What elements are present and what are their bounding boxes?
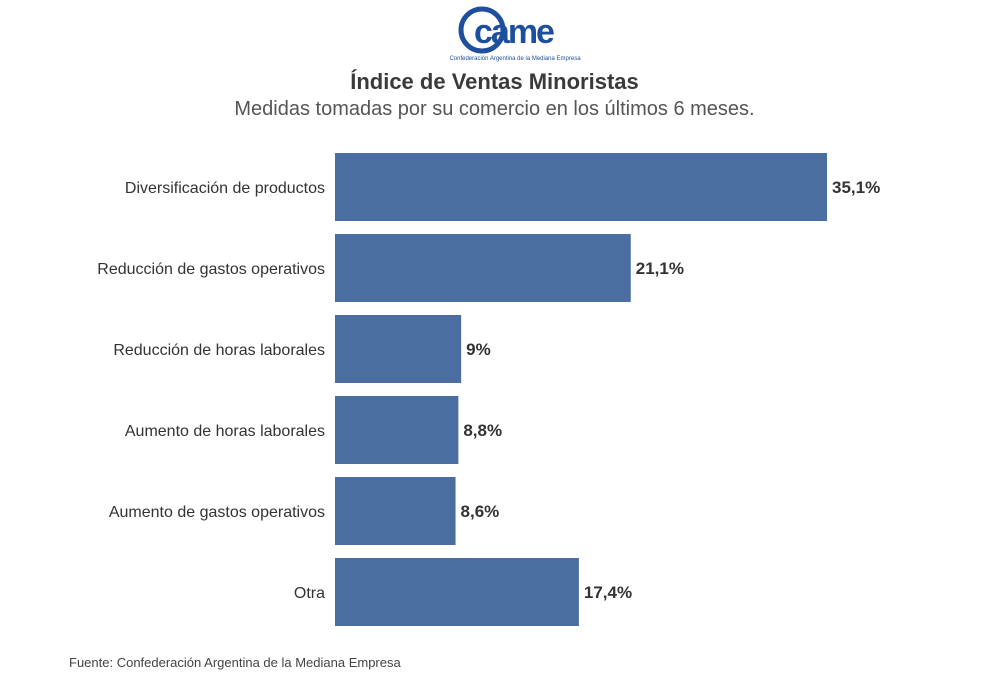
value-label: 9% (466, 340, 491, 359)
chart-title: Índice de Ventas Minoristas (350, 69, 639, 94)
value-label: 8,8% (463, 421, 502, 440)
category-label: Reducción de gastos operativos (97, 261, 325, 278)
category-label: Aumento de horas laborales (125, 423, 325, 440)
value-label: 17,4% (584, 583, 632, 602)
bar-6 (335, 558, 579, 626)
value-label: 35,1% (832, 178, 880, 197)
source-note: Fuente: Confederación Argentina de la Me… (69, 655, 401, 670)
category-label: Reducción de horas laborales (113, 342, 325, 359)
logo-wordmark: came (474, 13, 554, 51)
came-logo: came Confederación Argentina de la Media… (440, 6, 590, 68)
came-logo-mark: came (458, 6, 556, 54)
bar-2 (335, 234, 631, 302)
value-label: 8,6% (461, 502, 500, 521)
bar-4 (335, 396, 459, 464)
category-label: Aumento de gastos operativos (109, 504, 325, 521)
category-label: Otra (294, 585, 325, 602)
logo-caption: Confederación Argentina de la Mediana Em… (449, 56, 581, 62)
bar-3 (335, 315, 462, 383)
category-label: Diversificación de productos (125, 180, 325, 197)
value-label: 21,1% (636, 259, 684, 278)
chart-subtitle: Medidas tomadas por su comercio en los ú… (234, 98, 755, 120)
bar-1 (335, 153, 827, 221)
bar-5 (335, 477, 456, 545)
